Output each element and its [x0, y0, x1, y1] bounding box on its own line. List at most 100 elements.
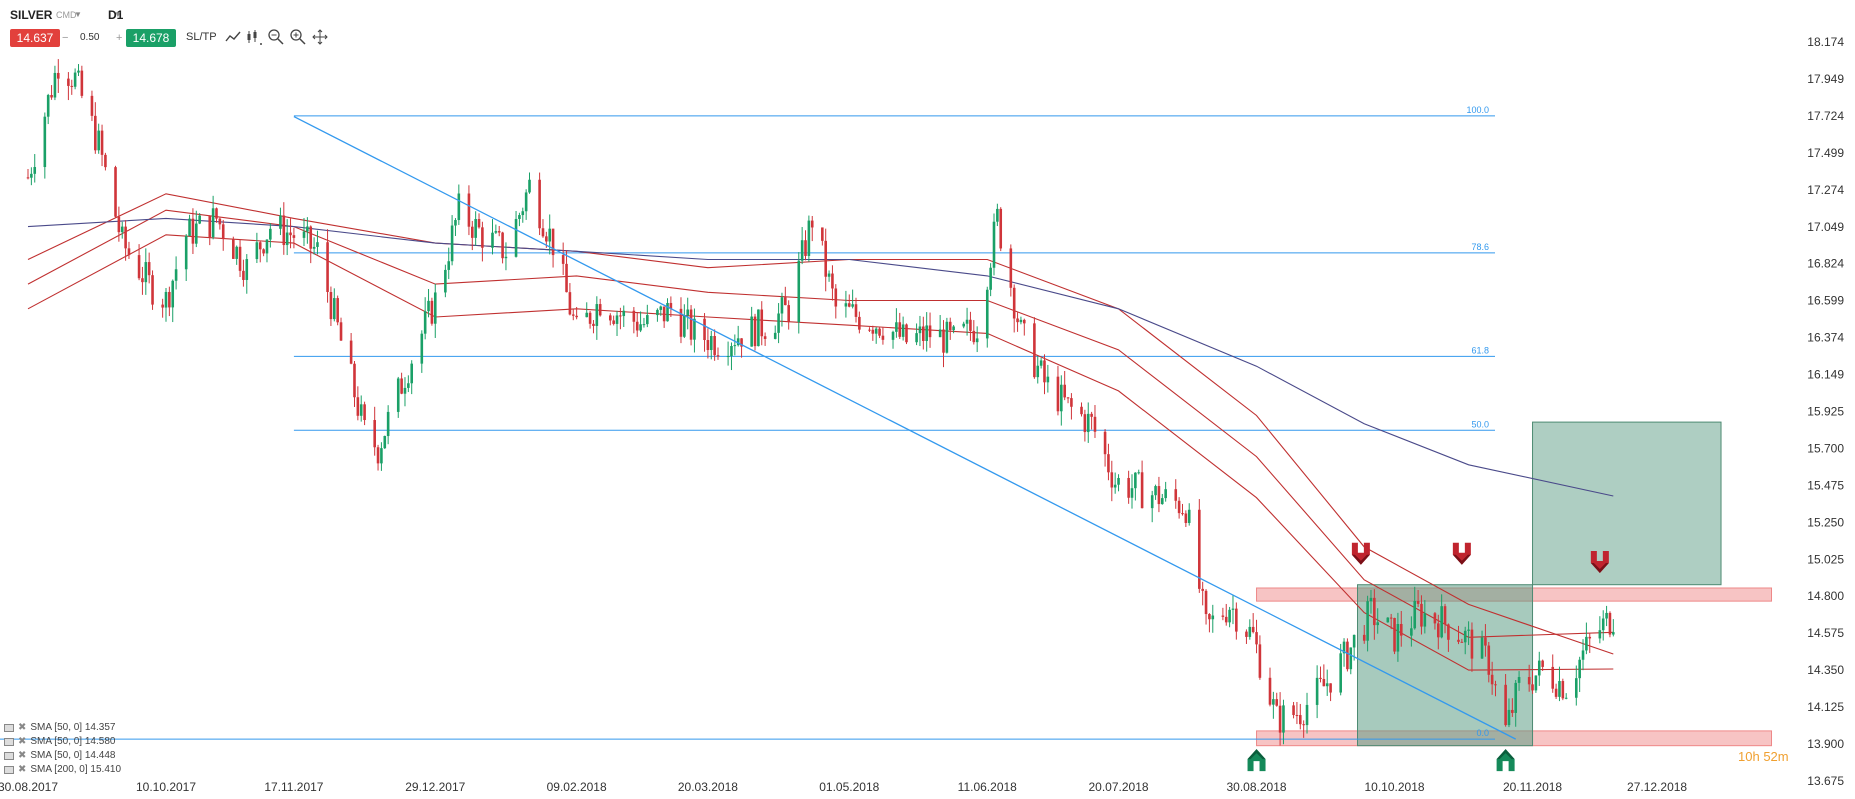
legend-item[interactable]: ✖ SMA [50, 0] 14.580 [4, 736, 115, 747]
candle-body [477, 219, 481, 228]
candle-body [120, 226, 124, 233]
candle-body [1164, 489, 1167, 499]
symbol-name[interactable]: SILVER [10, 8, 53, 22]
candle-body [309, 226, 313, 249]
candle-body [1302, 724, 1305, 726]
candle-body [1420, 603, 1423, 627]
legend-label: SMA [50, 0] 14.357 [30, 722, 116, 733]
candle-body [481, 227, 484, 248]
candle-body [1386, 617, 1390, 623]
candle-body [740, 338, 743, 347]
zoom-out-icon[interactable] [266, 27, 286, 47]
remove-icon[interactable]: ✖ [18, 764, 27, 775]
candle-body [1154, 486, 1157, 496]
candle-body [221, 224, 225, 240]
candle-body [1140, 472, 1144, 509]
candle-body [538, 179, 541, 229]
crosshair-icon[interactable] [310, 27, 330, 47]
date-tick-label: 30.08.2018 [1227, 780, 1287, 794]
remove-icon[interactable]: ✖ [18, 750, 27, 761]
candle-body [1342, 641, 1346, 654]
zoom-in-icon[interactable] [288, 27, 308, 47]
candle-body [447, 261, 451, 270]
candle-body [733, 345, 737, 347]
candle-body [703, 318, 706, 341]
candle-body [1558, 681, 1561, 697]
indicators-icon[interactable] [244, 27, 264, 47]
candle-body [1339, 653, 1342, 693]
remove-icon[interactable]: ✖ [18, 736, 27, 747]
candle-body [430, 300, 434, 324]
candle-body [1268, 677, 1272, 705]
indicator-settings-icon[interactable] [4, 751, 14, 760]
candle-body [1181, 513, 1184, 515]
fib-level-label: 78.6 [1471, 242, 1489, 252]
candle-body [891, 331, 895, 340]
candle-body [420, 333, 424, 364]
candle-body [1298, 715, 1302, 725]
date-tick-label: 09.02.2018 [547, 780, 607, 794]
candle-body [1150, 495, 1154, 509]
legend-item[interactable]: ✖ SMA [50, 0] 14.357 [4, 722, 115, 733]
candle-body [1457, 639, 1460, 642]
candle-body [77, 70, 80, 73]
volume-increase-button[interactable]: + [116, 32, 123, 44]
candle-body [1009, 248, 1013, 288]
timeframe-dropdown-icon[interactable]: ▼ [114, 10, 122, 19]
candle-body [1043, 360, 1046, 383]
candle-body [1410, 628, 1413, 636]
candle-body [238, 246, 242, 271]
fib-level-label: 100.0 [1466, 105, 1489, 115]
candle-body [1090, 413, 1093, 417]
candle-body [1504, 684, 1507, 726]
candle-body [871, 329, 875, 334]
volume-field[interactable]: 0.50 [80, 32, 100, 43]
candle-body [427, 300, 430, 312]
bid-price-button[interactable]: 14.637 [10, 29, 60, 47]
volume-decrease-button[interactable]: − [62, 32, 69, 44]
candle-body [868, 329, 871, 331]
candle-body [46, 95, 50, 117]
candle-body [683, 315, 686, 337]
candle-body [1113, 484, 1117, 488]
candle-body [545, 236, 548, 242]
candle-body [736, 338, 740, 346]
candle-body [854, 304, 858, 317]
candle-body [942, 329, 945, 353]
legend-item[interactable]: ✖ SMA [200, 0] 15.410 [4, 764, 121, 775]
candle-body [1019, 319, 1023, 323]
timeframe-selector[interactable]: D1 [108, 8, 124, 22]
candle-body [1507, 709, 1511, 726]
candle-body [989, 267, 992, 290]
candle-body [373, 420, 376, 448]
remove-icon[interactable]: ✖ [18, 722, 27, 733]
candle-body [265, 239, 269, 254]
candle-body [753, 316, 757, 347]
candle-body [470, 226, 474, 238]
sell-arrow-icon [1351, 542, 1370, 565]
indicator-settings-icon[interactable] [4, 737, 14, 746]
candle-body [282, 215, 286, 246]
sl-tp-button[interactable]: SL/TP [186, 31, 217, 43]
symbol-dropdown-icon[interactable]: ▼ [74, 10, 82, 19]
line-chart-icon[interactable] [223, 27, 243, 47]
indicator-settings-icon[interactable] [4, 765, 14, 774]
legend-item[interactable]: ✖ SMA [50, 0] 14.448 [4, 750, 115, 761]
ask-price-button[interactable]: 14.678 [126, 29, 176, 47]
candle-body [1022, 319, 1026, 324]
candle-body [568, 292, 572, 315]
price-tick-label: 15.025 [1807, 552, 1844, 566]
candle-body [1433, 613, 1437, 624]
candle-body [925, 325, 928, 341]
candle-body [494, 231, 498, 233]
candle-body [127, 248, 131, 256]
candle-body [1016, 318, 1019, 323]
candle-body [117, 216, 121, 233]
candle-body [1322, 678, 1326, 687]
candle-body [423, 311, 427, 334]
price-tick-label: 16.824 [1807, 257, 1844, 271]
indicator-settings-icon[interactable] [4, 723, 14, 732]
candle-body [161, 304, 164, 308]
candle-body [551, 228, 555, 256]
